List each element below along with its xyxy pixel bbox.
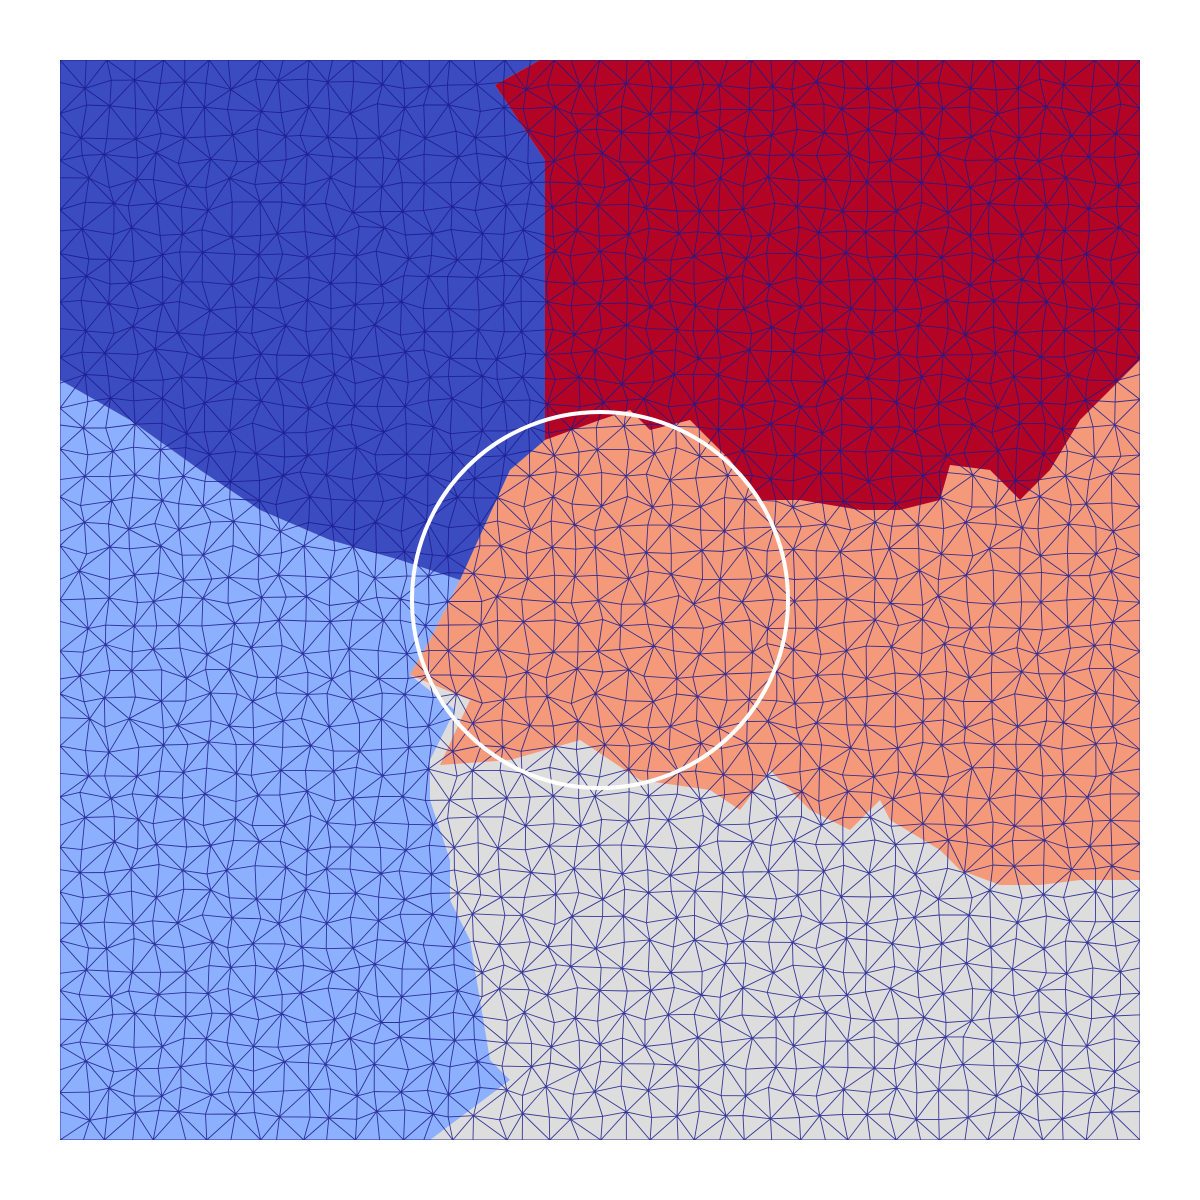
partition-left xyxy=(60,380,510,1140)
highlight-circle xyxy=(410,410,790,790)
domain xyxy=(60,60,1140,1140)
partition-center-right xyxy=(410,360,1140,885)
